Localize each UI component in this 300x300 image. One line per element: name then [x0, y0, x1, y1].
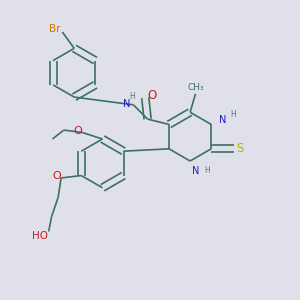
- Text: H: H: [204, 166, 210, 175]
- Text: S: S: [236, 142, 244, 155]
- Text: H: H: [230, 110, 236, 119]
- Text: N: N: [219, 115, 226, 125]
- Text: H: H: [129, 92, 135, 101]
- Text: N: N: [192, 166, 199, 176]
- Text: O: O: [52, 171, 61, 181]
- Text: N: N: [123, 99, 130, 109]
- Text: O: O: [74, 126, 82, 136]
- Text: HO: HO: [32, 231, 48, 241]
- Text: O: O: [147, 89, 156, 102]
- Text: Br: Br: [49, 24, 61, 34]
- Text: CH₃: CH₃: [187, 83, 204, 92]
